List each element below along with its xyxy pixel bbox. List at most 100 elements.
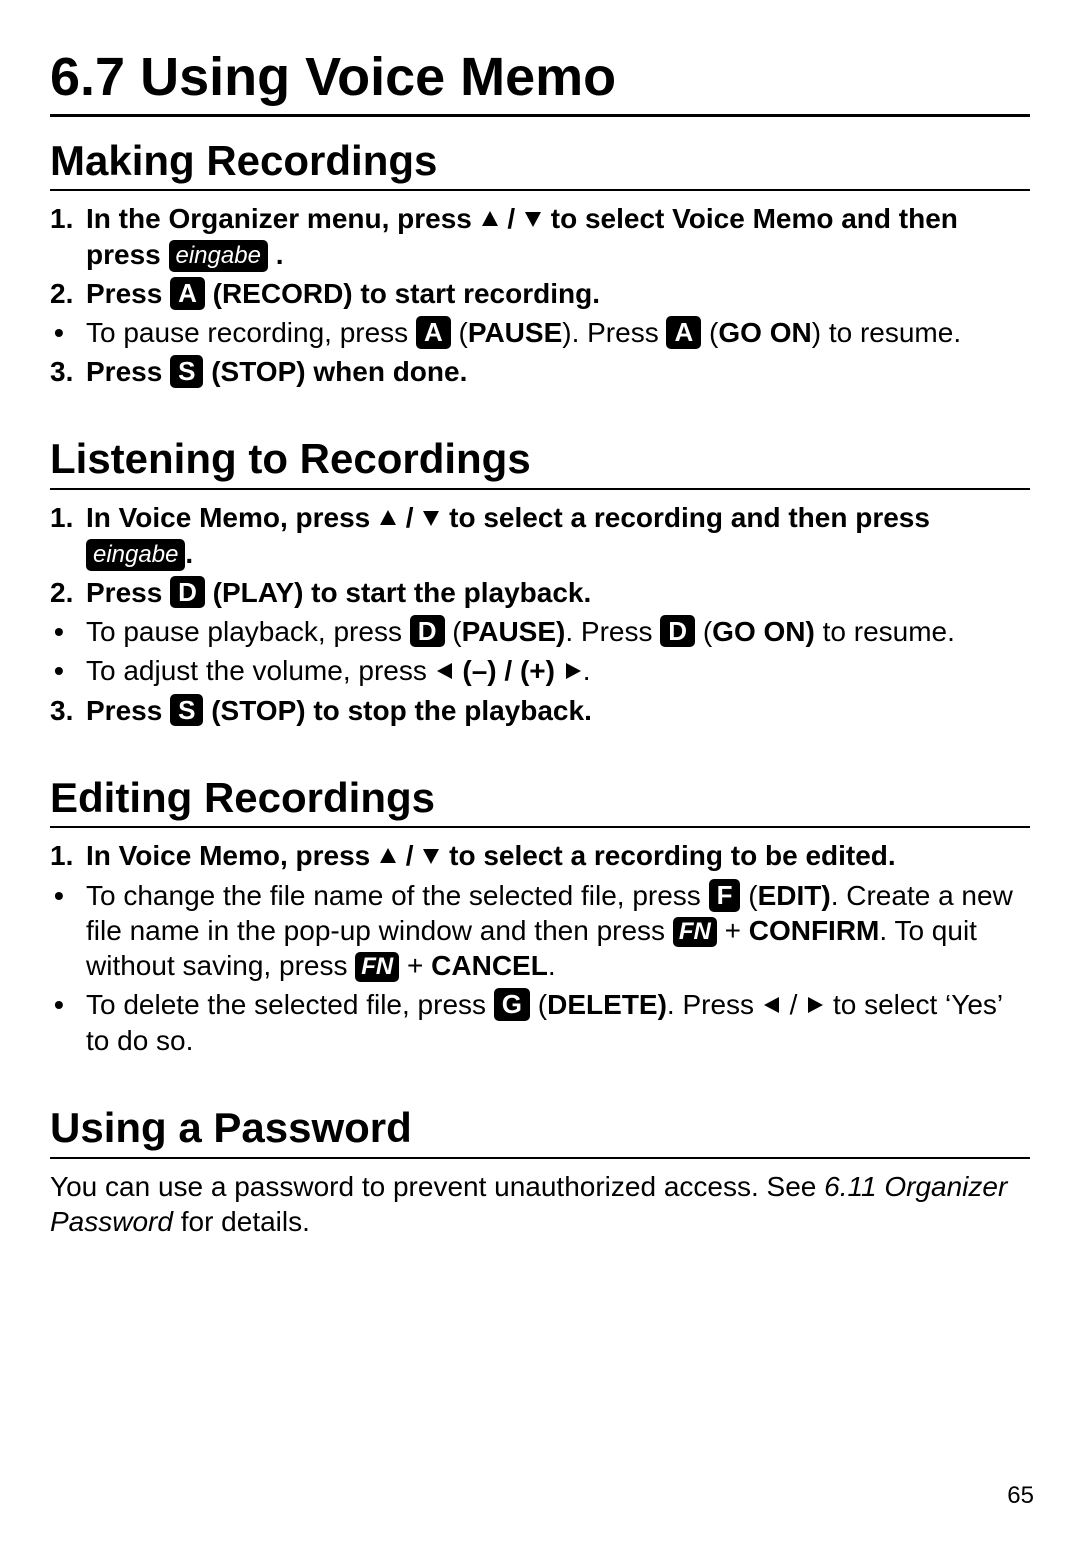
text: /: [500, 203, 523, 234]
step-content: Press S (STOP) when done.: [86, 354, 1030, 389]
text-bold: GO ON): [712, 616, 815, 647]
step-content: To adjust the volume, press (–) / (+) .: [86, 653, 1030, 689]
right-arrow-icon: [563, 654, 583, 689]
numbered-step: 1.In the Organizer menu, press / to sele…: [50, 201, 1030, 272]
section-paragraph: You can use a password to prevent unauth…: [50, 1169, 1030, 1239]
text: (: [445, 616, 462, 647]
bullet-marker: •: [50, 614, 86, 649]
key-f: F: [709, 879, 741, 912]
key-eingabe: eingabe: [86, 539, 185, 571]
text: To delete the selected file, press: [86, 989, 494, 1020]
text: /: [398, 502, 421, 533]
key-eingabe: eingabe: [169, 240, 268, 272]
text: To pause recording, press: [86, 317, 416, 348]
text: You can use a password to prevent unauth…: [50, 1171, 824, 1202]
key-s: S: [170, 694, 203, 727]
text-bold: GO ON: [718, 317, 811, 348]
key-a: A: [416, 316, 451, 349]
text: .: [268, 239, 284, 270]
text: Press: [86, 577, 170, 608]
text: +: [399, 950, 431, 981]
text: To adjust the volume, press: [86, 655, 435, 686]
up-arrow-icon: [378, 839, 398, 874]
step-content: To pause recording, press A (PAUSE). Pre…: [86, 315, 1030, 350]
numbered-step: 1.In Voice Memo, press / to select a rec…: [50, 838, 1030, 874]
text: to resume.: [815, 616, 955, 647]
text: . Press: [565, 616, 660, 647]
step-content: In the Organizer menu, press / to select…: [86, 201, 1030, 272]
up-arrow-icon: [378, 501, 398, 536]
step-number: 1.: [50, 500, 86, 535]
bullet-item: •To pause recording, press A (PAUSE). Pr…: [50, 315, 1030, 350]
step-content: To pause playback, press D (PAUSE). Pres…: [86, 614, 1030, 649]
numbered-step: 2.Press A (RECORD) to start recording.: [50, 276, 1030, 311]
text: ) to resume.: [812, 317, 961, 348]
bullet-marker: •: [50, 987, 86, 1022]
text: In the Organizer menu, press: [86, 203, 480, 234]
text: /: [398, 840, 421, 871]
key-fn: FN: [673, 917, 717, 947]
text-bold: CONFIRM: [749, 915, 880, 946]
right-arrow-icon: [805, 988, 825, 1023]
bullet-item: •To adjust the volume, press (–) / (+) .: [50, 653, 1030, 689]
text: Press: [86, 695, 170, 726]
text-bold: (–) / (+): [455, 655, 563, 686]
section-heading: Making Recordings: [50, 135, 1030, 192]
section-heading: Listening to Recordings: [50, 433, 1030, 490]
text: (: [451, 317, 468, 348]
text: Press: [86, 356, 170, 387]
page-number: 65: [1007, 1481, 1034, 1511]
text: (PLAY) to start the playback.: [205, 577, 591, 608]
step-content: To delete the selected file, press G (DE…: [86, 987, 1030, 1058]
text-bold: CANCEL: [431, 950, 548, 981]
bullet-item: •To delete the selected file, press G (D…: [50, 987, 1030, 1058]
text: . Press: [667, 989, 762, 1020]
text: In Voice Memo, press: [86, 502, 378, 533]
text: In Voice Memo, press: [86, 840, 378, 871]
text-bold: PAUSE: [468, 317, 562, 348]
text: (: [530, 989, 547, 1020]
bullet-item: •To change the file name of the selected…: [50, 878, 1030, 983]
text: (: [740, 880, 757, 911]
down-arrow-icon: [523, 202, 543, 237]
bullet-marker: •: [50, 315, 86, 350]
section-heading: Editing Recordings: [50, 772, 1030, 829]
text: (: [695, 616, 712, 647]
text: (STOP) to stop the playback.: [203, 695, 591, 726]
step-content: To change the file name of the selected …: [86, 878, 1030, 983]
section-heading: Using a Password: [50, 1102, 1030, 1159]
key-d: D: [410, 615, 445, 648]
bullet-marker: •: [50, 878, 86, 913]
text-bold: DELETE): [547, 989, 667, 1020]
text: for details.: [173, 1206, 310, 1237]
text: /: [782, 989, 805, 1020]
key-g: G: [494, 988, 530, 1021]
bullet-marker: •: [50, 653, 86, 688]
text: To change the file name of the selected …: [86, 880, 709, 911]
text: To pause playback, press: [86, 616, 410, 647]
left-arrow-icon: [435, 654, 455, 689]
step-number: 3.: [50, 693, 86, 728]
text: .: [548, 950, 556, 981]
numbered-step: 3.Press S (STOP) when done.: [50, 354, 1030, 389]
step-number: 2.: [50, 276, 86, 311]
text: ). Press: [562, 317, 666, 348]
left-arrow-icon: [762, 988, 782, 1023]
key-d: D: [660, 615, 695, 648]
key-d: D: [170, 576, 205, 609]
step-content: Press S (STOP) to stop the playback.: [86, 693, 1030, 728]
key-a: A: [666, 316, 701, 349]
down-arrow-icon: [421, 839, 441, 874]
step-content: Press D (PLAY) to start the playback.: [86, 575, 1030, 610]
bullet-item: •To pause playback, press D (PAUSE). Pre…: [50, 614, 1030, 649]
text: (STOP) when done.: [203, 356, 467, 387]
step-number: 2.: [50, 575, 86, 610]
text: Press: [86, 278, 170, 309]
step-number: 3.: [50, 354, 86, 389]
step-number: 1.: [50, 838, 86, 873]
page-title: 6.7 Using Voice Memo: [50, 44, 1030, 117]
key-a: A: [170, 277, 205, 310]
up-arrow-icon: [480, 202, 500, 237]
text-bold: EDIT): [758, 880, 831, 911]
step-content: In Voice Memo, press / to select a recor…: [86, 838, 1030, 874]
